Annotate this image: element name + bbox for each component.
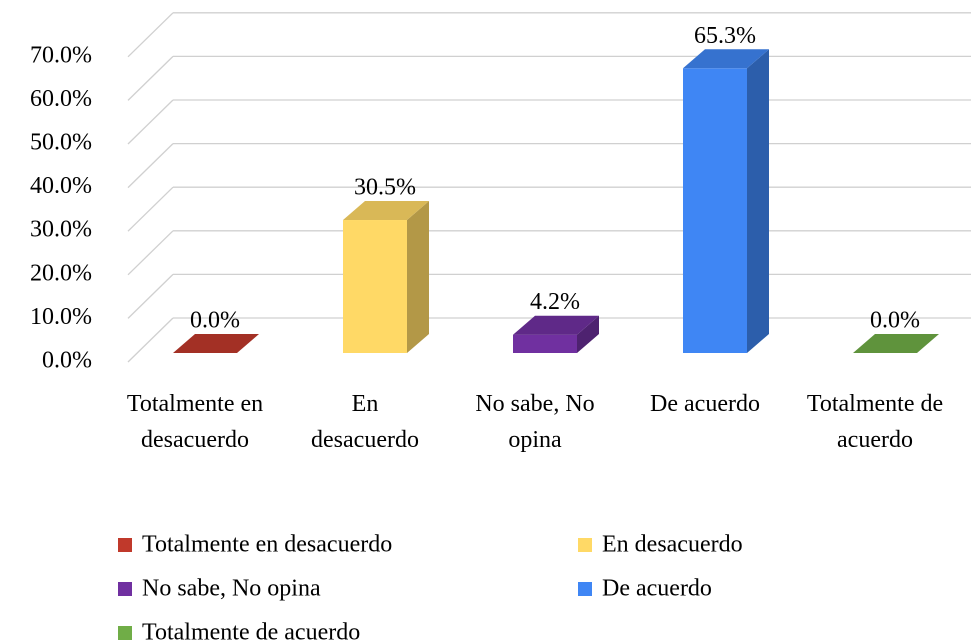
legend-swatch: [118, 626, 132, 640]
grid-line: [127, 143, 174, 189]
value-label: 4.2%: [530, 289, 580, 315]
grid-line: [127, 99, 174, 145]
grid-line: [127, 273, 174, 319]
value-label: 65.3%: [694, 23, 756, 49]
bar-top: [853, 334, 939, 353]
y-tick-label: 70.0%: [30, 42, 92, 68]
value-label: 0.0%: [870, 308, 920, 334]
bar-top: [683, 49, 769, 69]
legend-swatch: [578, 538, 592, 552]
value-label: 30.5%: [354, 175, 416, 201]
bar-top: [513, 315, 599, 335]
legend-label: De acuerdo: [602, 576, 712, 602]
legend-label: Totalmente de acuerdo: [142, 620, 360, 644]
y-tick-label: 60.0%: [30, 86, 92, 112]
y-tick-label: 0.0%: [42, 348, 92, 374]
bar-top: [343, 201, 429, 221]
legend-label: En desacuerdo: [602, 532, 743, 558]
legend-label: Totalmente en desacuerdo: [142, 532, 392, 558]
grid-line: [127, 12, 174, 58]
bar-side: [747, 49, 769, 354]
legend-swatch: [118, 538, 132, 552]
y-tick-label: 50.0%: [30, 130, 92, 156]
grid-line: [127, 230, 174, 276]
x-tick-label: Totalmente en desacuerdo: [126, 391, 264, 453]
legend-swatch: [118, 582, 132, 596]
grid-line: [127, 55, 174, 101]
bar: [343, 220, 407, 353]
grid-line: [127, 186, 174, 232]
bar: [513, 334, 577, 353]
legend-label: No sabe, No opina: [142, 576, 321, 602]
value-label: 0.0%: [190, 308, 240, 334]
legend-swatch: [578, 582, 592, 596]
y-tick-label: 40.0%: [30, 173, 92, 199]
x-tick-label: En desacuerdo: [311, 391, 419, 453]
bar: [683, 68, 747, 354]
y-tick-label: 30.0%: [30, 217, 92, 243]
bar-side: [577, 315, 599, 353]
x-tick-label: No sabe, No opina: [475, 391, 595, 453]
x-tick-label: Totalmente de acuerdo: [806, 391, 944, 453]
bar-top: [173, 334, 259, 353]
x-tick-label: De acuerdo: [650, 391, 760, 417]
y-tick-label: 10.0%: [30, 304, 92, 330]
y-tick-label: 20.0%: [30, 260, 92, 286]
bar-side: [407, 201, 429, 353]
grid-line: [127, 317, 174, 363]
